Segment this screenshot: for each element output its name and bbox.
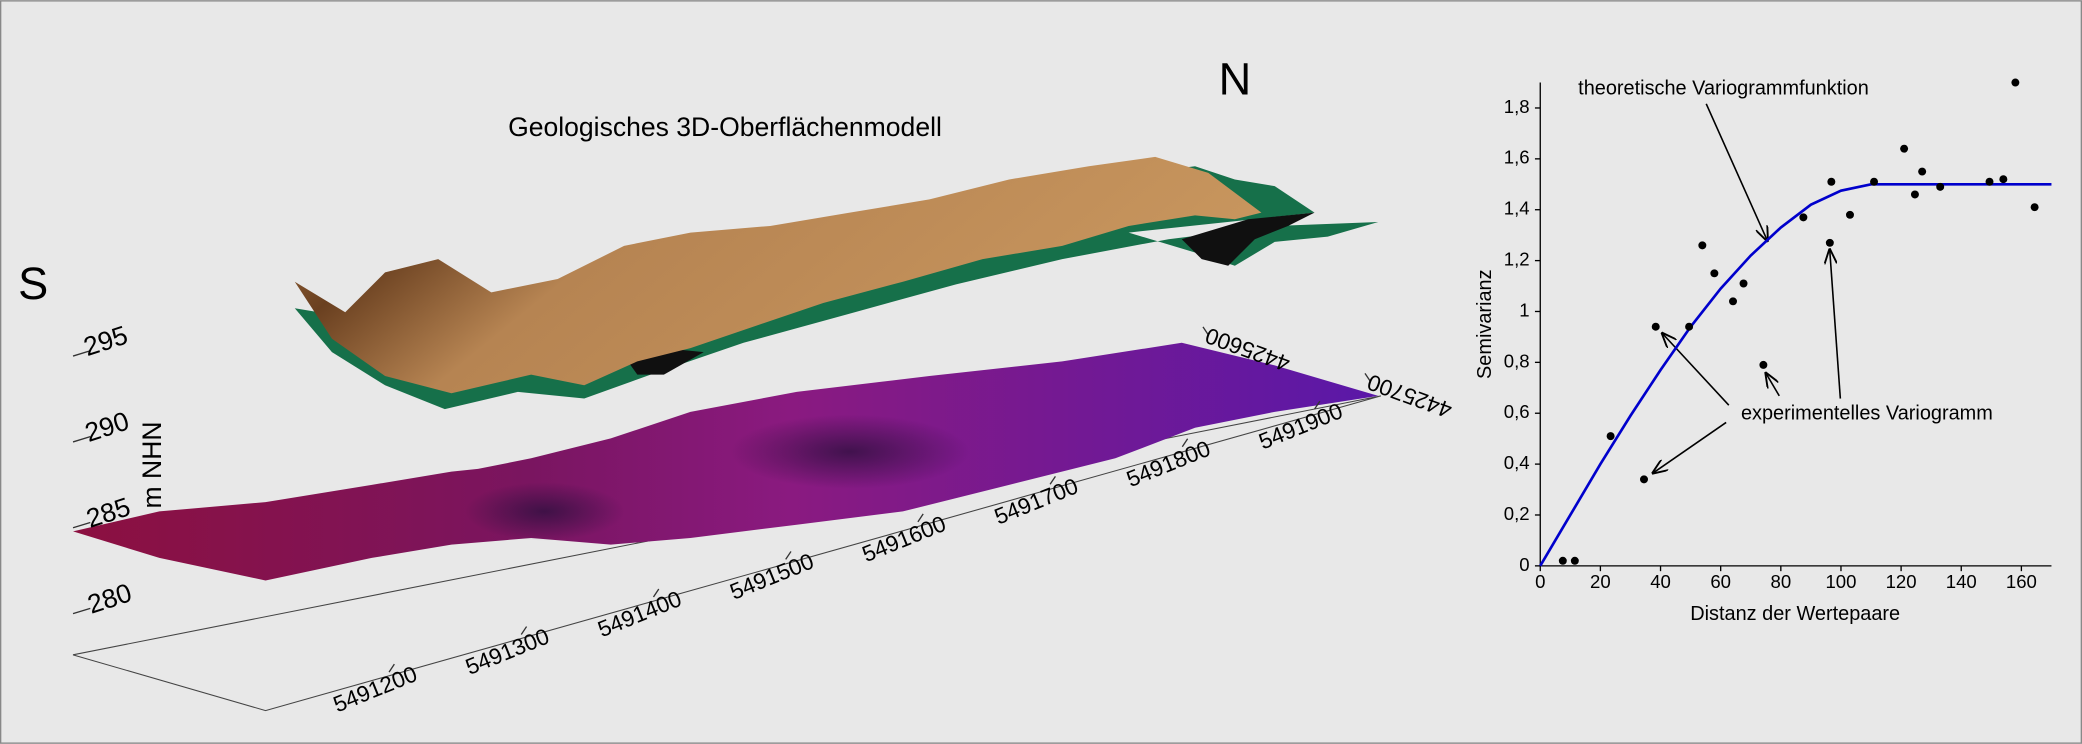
data-point bbox=[1985, 177, 1994, 186]
data-point bbox=[1651, 322, 1660, 331]
x-tick bbox=[520, 626, 528, 635]
x-tick-label: 0 bbox=[1535, 571, 1545, 592]
y-tick-label: 0,2 bbox=[1504, 503, 1530, 524]
y-tick-label: 0 bbox=[1519, 554, 1529, 575]
data-point bbox=[1570, 556, 1579, 565]
x-tick-label: 120 bbox=[1886, 571, 1917, 592]
y-tick-label: 1,8 bbox=[1504, 96, 1530, 117]
z-tick bbox=[72, 607, 91, 615]
model-title: Geologisches 3D-Oberflächenmodell bbox=[508, 112, 942, 142]
x-tick-label: 80 bbox=[1770, 571, 1791, 592]
x-tick bbox=[917, 513, 924, 523]
arrow bbox=[1662, 333, 1730, 406]
x-tick bbox=[785, 551, 792, 560]
annotation-arrows bbox=[1653, 103, 1842, 473]
y-tick-label: 1 bbox=[1519, 299, 1529, 320]
x-tick-label: 100 bbox=[1825, 571, 1856, 592]
z-tick bbox=[72, 521, 91, 529]
data-point bbox=[1685, 322, 1694, 331]
data-point bbox=[1825, 238, 1834, 247]
arrow bbox=[1830, 250, 1842, 399]
legend-label: theoretische Variogrammfunktion bbox=[1578, 77, 1869, 99]
x-tick bbox=[652, 588, 660, 598]
data-point bbox=[1640, 475, 1648, 484]
x-tick-label: 140 bbox=[1946, 571, 1977, 592]
z-tick bbox=[72, 350, 91, 357]
x-tick-label: 160 bbox=[2006, 571, 2037, 592]
x-tick bbox=[388, 663, 395, 673]
data-point bbox=[1936, 182, 1945, 191]
data-point bbox=[1900, 144, 1909, 153]
magenta-surface bbox=[73, 342, 1379, 581]
surface-shade bbox=[464, 482, 625, 541]
data-point bbox=[1558, 556, 1567, 565]
data-point bbox=[1710, 269, 1719, 278]
data-point bbox=[1846, 210, 1854, 219]
data-point bbox=[1910, 190, 1919, 199]
y-tick-label: 0,6 bbox=[1504, 401, 1530, 422]
variogram-curve bbox=[1539, 182, 2052, 567]
arrow bbox=[1653, 421, 1727, 472]
y-tick-label: 0,4 bbox=[1504, 452, 1530, 473]
x-tick-label: 40 bbox=[1650, 571, 1671, 592]
south-label: S bbox=[18, 258, 48, 309]
data-point bbox=[1827, 177, 1836, 186]
dark-underside bbox=[1181, 212, 1315, 266]
legend-label: experimentelles Variogramm bbox=[1741, 403, 1993, 425]
data-point bbox=[1606, 432, 1615, 441]
data-point bbox=[2011, 78, 2020, 87]
y-axis-label: Semivarianz bbox=[1474, 269, 1496, 379]
x-tick bbox=[1181, 438, 1189, 448]
x-tick bbox=[1049, 475, 1056, 485]
z-tick bbox=[72, 435, 91, 443]
x-tick bbox=[1313, 400, 1321, 410]
data-point bbox=[1698, 241, 1707, 250]
data-point bbox=[1918, 167, 1927, 176]
data-point bbox=[1759, 360, 1768, 369]
y-tick-label: 1,6 bbox=[1504, 147, 1530, 168]
y-tick-label: 1,4 bbox=[1504, 198, 1530, 219]
data-point bbox=[1799, 213, 1808, 222]
arrow bbox=[1766, 373, 1780, 397]
surface-shade bbox=[730, 414, 970, 489]
y-tick bbox=[1202, 326, 1209, 336]
z-axis-label: m NHN bbox=[137, 421, 167, 508]
data-point bbox=[1870, 177, 1879, 186]
data-point bbox=[1999, 175, 2008, 184]
x-tick-label: 20 bbox=[1590, 571, 1611, 592]
brown-surface bbox=[294, 156, 1262, 394]
y-tick-label: 1,2 bbox=[1504, 249, 1530, 270]
surface-model bbox=[72, 156, 1382, 712]
data-point bbox=[1729, 297, 1737, 306]
data-point bbox=[2030, 203, 2039, 212]
x-tick-label: 60 bbox=[1710, 571, 1731, 592]
north-label: N bbox=[1219, 53, 1252, 104]
y-tick-label: 0,8 bbox=[1504, 350, 1530, 371]
y-tick bbox=[1364, 372, 1371, 382]
data-point bbox=[1739, 279, 1748, 288]
x-axis-label: Distanz der Wertepaare bbox=[1690, 603, 1900, 625]
arrow bbox=[1705, 103, 1767, 241]
